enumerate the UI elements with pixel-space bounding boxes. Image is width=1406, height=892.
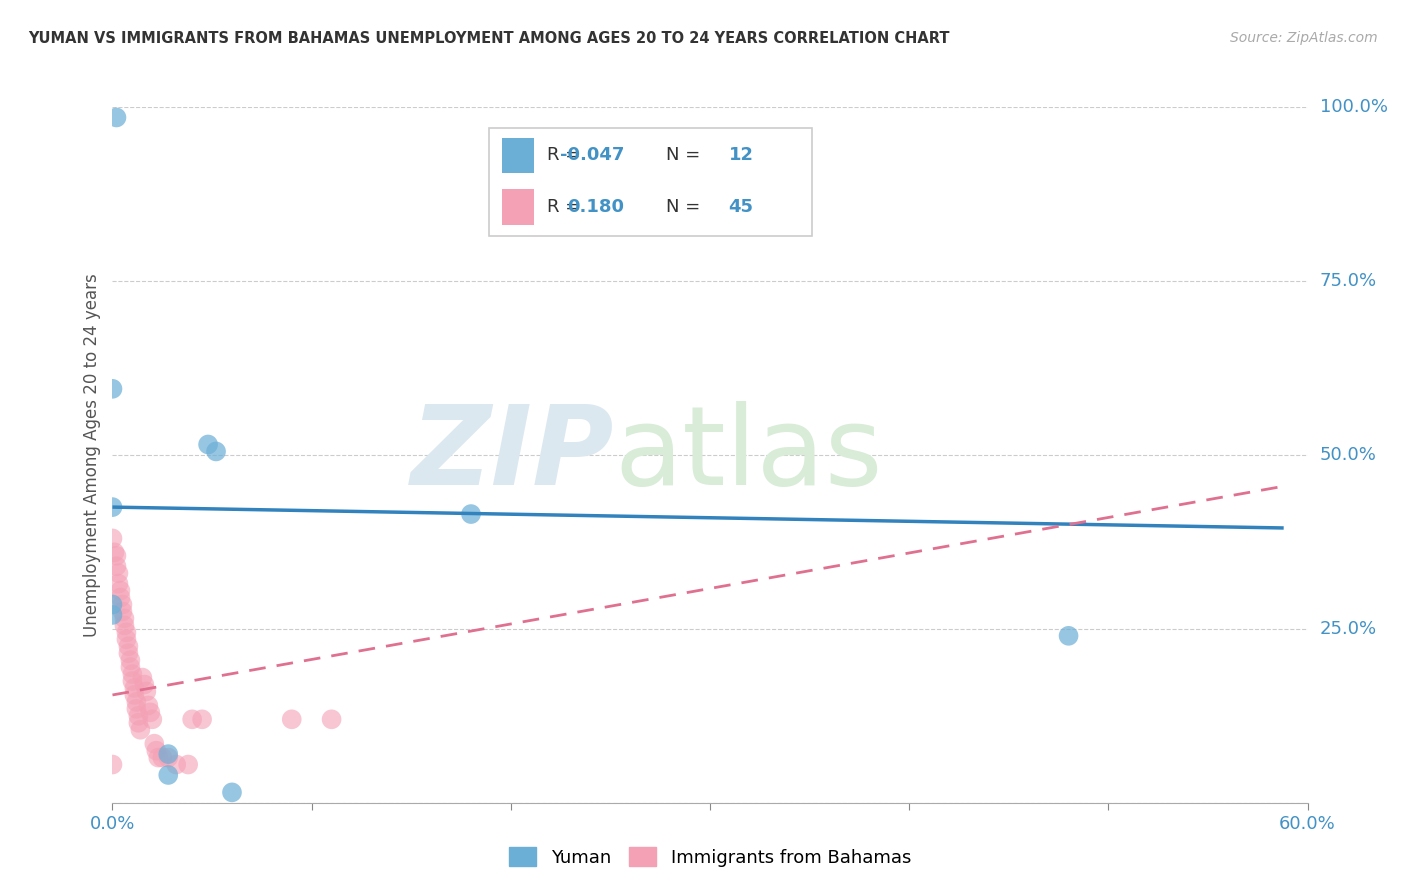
Point	[101, 382, 124, 396]
Point	[101, 607, 124, 622]
Text: atlas: atlas	[614, 401, 883, 508]
Point	[150, 750, 173, 764]
Point	[191, 712, 214, 726]
Point	[129, 723, 152, 737]
Point	[120, 660, 142, 674]
Point	[101, 532, 124, 546]
Point	[111, 598, 134, 612]
Text: 25.0%: 25.0%	[1319, 620, 1376, 638]
Point	[157, 750, 180, 764]
Text: 75.0%: 75.0%	[1319, 272, 1376, 290]
Point	[125, 695, 148, 709]
Point	[157, 768, 180, 782]
Point	[281, 712, 304, 726]
Point	[107, 566, 129, 581]
Point	[124, 688, 146, 702]
Point	[197, 437, 219, 451]
Point	[145, 744, 167, 758]
Point	[127, 708, 149, 723]
Point	[221, 785, 243, 799]
Point	[105, 111, 128, 125]
Text: ZIP: ZIP	[411, 401, 614, 508]
Point	[131, 671, 153, 685]
Text: YUMAN VS IMMIGRANTS FROM BAHAMAS UNEMPLOYMENT AMONG AGES 20 TO 24 YEARS CORRELAT: YUMAN VS IMMIGRANTS FROM BAHAMAS UNEMPLO…	[28, 31, 949, 46]
Point	[321, 712, 343, 726]
Point	[117, 646, 139, 660]
Point	[121, 667, 143, 681]
Point	[127, 715, 149, 730]
Point	[107, 576, 129, 591]
Point	[460, 507, 482, 521]
Point	[141, 712, 163, 726]
Text: 50.0%: 50.0%	[1319, 446, 1376, 464]
Point	[115, 625, 138, 640]
Point	[101, 757, 124, 772]
Point	[177, 757, 200, 772]
Point	[165, 757, 187, 772]
Point	[115, 632, 138, 647]
Point	[120, 653, 142, 667]
Point	[138, 698, 160, 713]
Legend: Yuman, Immigrants from Bahamas: Yuman, Immigrants from Bahamas	[502, 840, 918, 874]
Text: 100.0%: 100.0%	[1319, 98, 1388, 116]
Point	[110, 591, 132, 605]
Point	[101, 598, 124, 612]
Point	[205, 444, 228, 458]
Point	[114, 611, 135, 625]
Point	[148, 750, 170, 764]
Point	[1057, 629, 1080, 643]
Y-axis label: Unemployment Among Ages 20 to 24 years: Unemployment Among Ages 20 to 24 years	[83, 273, 101, 637]
Point	[143, 737, 166, 751]
Point	[157, 747, 180, 761]
Point	[124, 681, 146, 695]
Point	[134, 677, 156, 691]
Point	[110, 583, 132, 598]
Point	[103, 545, 125, 559]
Point	[181, 712, 204, 726]
Point	[121, 674, 143, 689]
Point	[139, 706, 162, 720]
Point	[114, 618, 135, 632]
Point	[125, 702, 148, 716]
Point	[105, 549, 128, 563]
Point	[117, 639, 139, 653]
Point	[135, 684, 157, 698]
Point	[101, 500, 124, 514]
Point	[105, 559, 128, 574]
Point	[111, 605, 134, 619]
Text: Source: ZipAtlas.com: Source: ZipAtlas.com	[1230, 31, 1378, 45]
